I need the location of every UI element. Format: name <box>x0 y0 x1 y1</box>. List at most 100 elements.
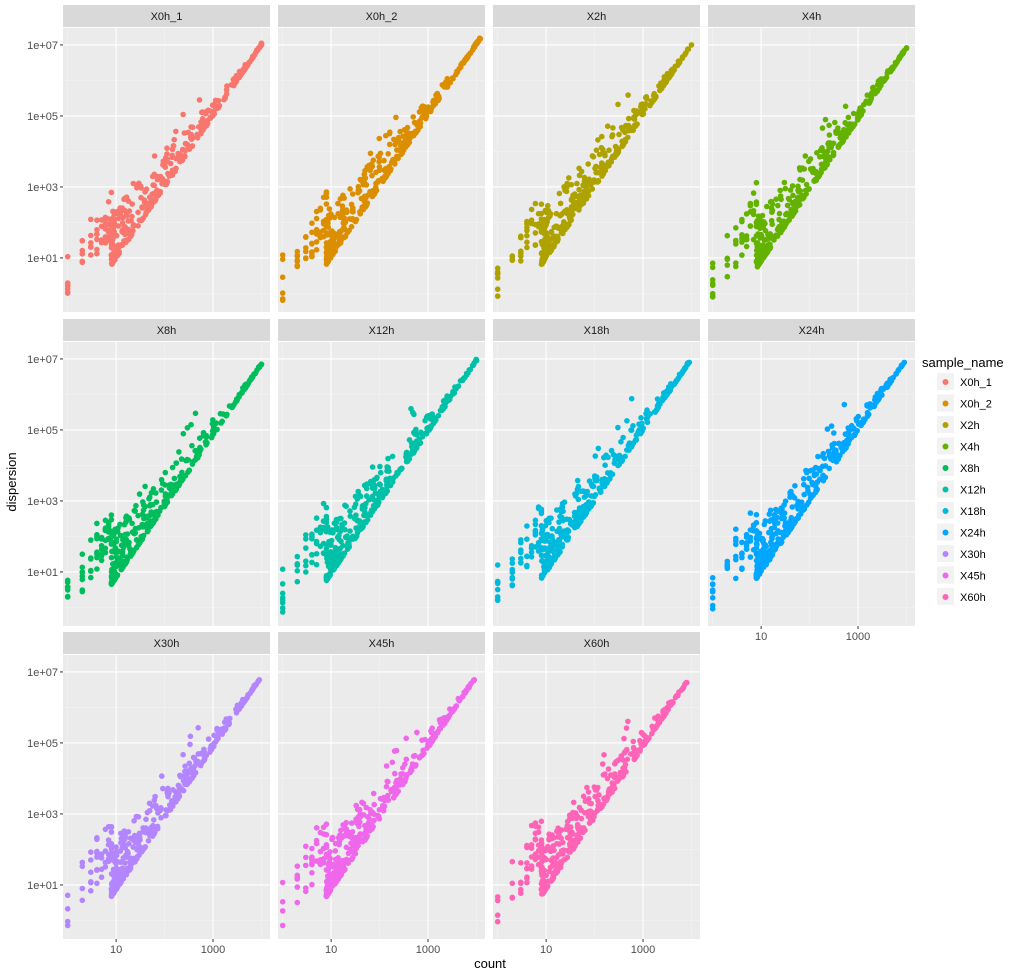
data-point <box>625 134 631 141</box>
data-point <box>898 51 905 58</box>
data-point <box>838 133 845 140</box>
legend-swatch <box>942 465 949 471</box>
data-point <box>662 706 668 713</box>
data-point <box>382 490 389 497</box>
data-point <box>545 549 551 555</box>
data-point <box>450 388 456 395</box>
data-point <box>826 122 832 129</box>
data-point <box>435 93 442 100</box>
data-point <box>216 731 223 738</box>
data-point <box>552 551 558 557</box>
data-point <box>294 568 301 574</box>
data-point <box>551 834 557 841</box>
data-point <box>94 231 100 238</box>
data-point <box>109 236 116 242</box>
data-point <box>819 125 826 131</box>
data-point <box>628 395 635 402</box>
data-point <box>549 534 555 540</box>
data-point <box>309 870 315 876</box>
data-point <box>143 209 149 216</box>
data-point <box>538 575 545 581</box>
data-point <box>675 692 681 698</box>
facet-strip-label: X8h <box>157 325 177 337</box>
data-point <box>279 899 286 905</box>
data-point <box>390 795 397 801</box>
data-point <box>150 831 156 838</box>
data-point <box>347 513 354 519</box>
data-point <box>609 789 615 795</box>
data-point <box>619 138 625 145</box>
data-point <box>820 477 827 484</box>
data-point <box>187 776 194 782</box>
data-point <box>585 789 592 795</box>
data-point <box>803 467 809 474</box>
data-point <box>524 553 530 560</box>
data-point <box>326 215 333 222</box>
data-point <box>151 171 158 178</box>
data-point <box>549 525 556 532</box>
data-point <box>630 423 636 429</box>
data-point <box>724 262 731 268</box>
data-point <box>102 545 109 552</box>
data-point <box>223 87 230 93</box>
series-points <box>279 356 480 615</box>
data-point <box>802 153 809 159</box>
data-point <box>777 187 783 194</box>
data-point <box>303 255 309 262</box>
data-point <box>348 223 355 230</box>
data-point <box>108 226 115 232</box>
data-point <box>621 735 627 742</box>
data-point <box>150 520 156 527</box>
data-point <box>126 208 133 214</box>
data-point <box>345 860 351 866</box>
data-point <box>109 230 115 237</box>
data-point <box>604 470 611 476</box>
data-point <box>494 286 501 293</box>
data-point <box>418 105 425 111</box>
data-point <box>151 797 157 804</box>
data-point <box>733 553 739 560</box>
data-point <box>618 439 624 445</box>
data-point <box>199 109 205 116</box>
data-point <box>636 427 642 433</box>
data-point <box>548 247 555 253</box>
data-point <box>331 870 337 876</box>
data-point <box>569 522 575 528</box>
data-point <box>815 172 822 179</box>
data-point <box>158 476 165 483</box>
data-point <box>205 736 212 742</box>
facet-strip-label: X45h <box>369 638 395 650</box>
data-point <box>118 830 124 837</box>
data-point <box>884 70 891 76</box>
data-point <box>173 460 179 466</box>
data-point <box>655 401 662 407</box>
data-point <box>309 253 315 259</box>
data-point <box>418 429 424 436</box>
data-point <box>532 521 539 528</box>
data-point <box>352 850 359 857</box>
data-point <box>562 187 568 194</box>
data-point <box>329 527 336 533</box>
data-point <box>826 144 832 151</box>
data-point <box>131 530 138 537</box>
data-point <box>509 858 516 865</box>
y-tick-label: 1e+03 <box>27 809 58 821</box>
data-point <box>198 127 205 133</box>
data-point <box>88 879 94 885</box>
data-point <box>413 426 419 433</box>
data-point <box>144 524 150 531</box>
data-point <box>351 838 358 845</box>
data-point <box>122 531 128 538</box>
data-point <box>753 511 760 518</box>
data-point <box>855 110 862 117</box>
data-point <box>801 504 807 510</box>
data-point <box>584 784 590 791</box>
data-point <box>743 233 750 239</box>
data-point <box>235 704 242 711</box>
data-point <box>846 124 852 131</box>
y-tick-label: 1e+05 <box>27 738 58 750</box>
data-point <box>331 214 338 221</box>
data-point <box>758 231 764 238</box>
data-point <box>761 237 768 243</box>
data-point <box>227 715 233 722</box>
